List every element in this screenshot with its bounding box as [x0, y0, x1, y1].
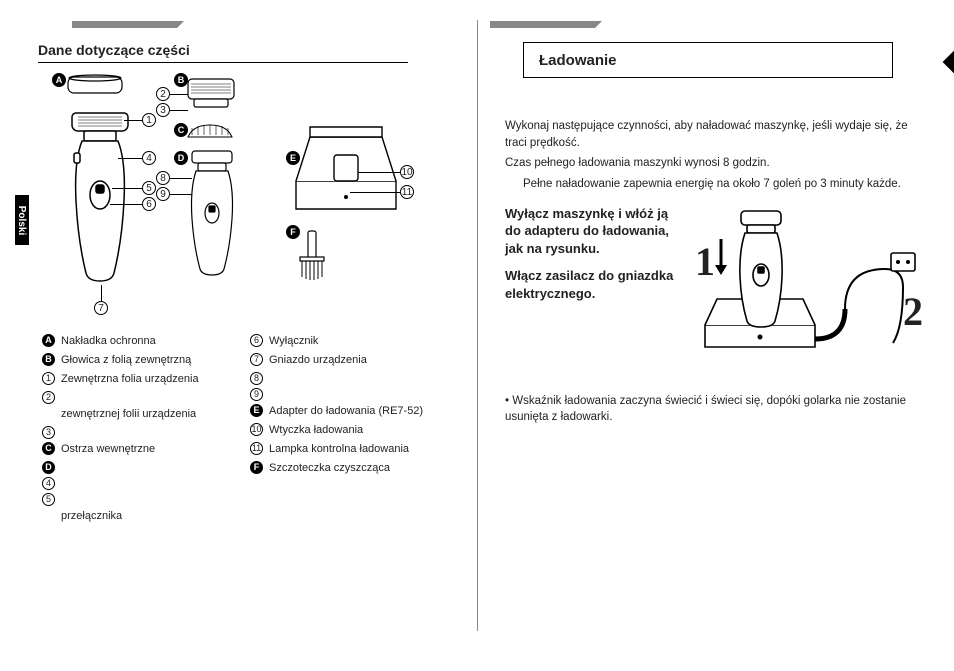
legend-col-right: 6 Wyłącznik 7 Gniazdo urządzenia 8 9 E Adapter …	[250, 333, 440, 527]
charging-title: Ładowanie	[539, 52, 879, 73]
legend-bullet-number: 10	[250, 423, 263, 436]
legend-bullet-number: 7	[250, 353, 263, 366]
legend-text: Ostrza wewnętrzne	[61, 441, 155, 458]
legend-bullet-letter: E	[250, 404, 263, 417]
leader	[170, 110, 188, 111]
callout-8: 8	[156, 171, 170, 185]
callout-2: 2	[156, 87, 170, 101]
charging-figure: 1 2	[675, 205, 925, 375]
legend-row: 11 Lampka kontrolna ładowania	[250, 441, 440, 458]
leader	[118, 158, 142, 159]
parts-diagram-svg	[38, 73, 418, 323]
parts-legend: A Nakładka ochronna B Głowica z folią zewnę…	[42, 333, 449, 527]
callout-5: 5	[142, 181, 156, 195]
step2-text: Włącz zasilacz do gniazdka elektrycznego…	[505, 267, 675, 302]
legend-text: Zewnętrzna folia urządzenia	[61, 371, 199, 388]
legend-row: 1 Zewnętrzna folia urządzenia	[42, 371, 232, 388]
legend-row: zewnętrznej folii urządzenia	[42, 406, 232, 423]
legend-bullet-letter: C	[42, 442, 55, 455]
legend-row: 8	[250, 371, 440, 385]
callout-A: A	[52, 73, 66, 87]
parts-section-title: Dane dotyczące części	[38, 42, 408, 63]
right-column: Ładowanie Ładowanie Wykonaj następujące …	[477, 0, 954, 671]
legend-text: Głowica z folią zewnętrzną	[61, 352, 191, 369]
legend-bullet-number: 3	[42, 426, 55, 439]
legend-row: A Nakładka ochronna	[42, 333, 232, 350]
callout-6: 6	[142, 197, 156, 211]
callout-7: 7	[94, 301, 108, 315]
legend-text: Lampka kontrolna ładowania	[269, 441, 409, 458]
leader	[101, 285, 102, 301]
page: Polski Dane dotyczące części	[0, 0, 954, 671]
charging-body: Wykonaj następujące czynności, aby naład…	[505, 118, 925, 430]
legend-bullet-number: 1	[42, 372, 55, 385]
charging-p1: Wykonaj następujące czynności, aby naład…	[505, 118, 925, 151]
legend-bullet-number: 9	[250, 388, 263, 401]
legend-row: 5	[42, 492, 232, 506]
legend-bullet-number: 8	[250, 372, 263, 385]
leader	[170, 178, 192, 179]
leader	[350, 192, 400, 193]
legend-bullet-letter: A	[42, 334, 55, 347]
legend-bullet-number: 5	[42, 493, 55, 506]
callout-1: 1	[142, 113, 156, 127]
callout-3: 3	[156, 103, 170, 117]
step-number-1: 1	[695, 233, 715, 291]
callout-10: 10	[400, 165, 414, 179]
leader	[170, 94, 188, 95]
callout-11: 11	[400, 185, 414, 199]
legend-bullet-number: 11	[250, 442, 263, 455]
callout-C: C	[174, 123, 188, 137]
left-column: Dane dotyczące części	[0, 0, 477, 671]
legend-row: 10 Wtyczka ładowania	[250, 422, 440, 439]
legend-bullet-letter: D	[42, 461, 55, 474]
legend-text: Wyłącznik	[269, 333, 318, 350]
legend-row: przełącznika	[42, 508, 232, 525]
legend-text: Gniazdo urządzenia	[269, 352, 367, 369]
legend-row: 2	[42, 390, 232, 404]
legend-row: D	[42, 460, 232, 474]
legend-row: 9	[250, 387, 440, 401]
leader	[124, 120, 142, 121]
legend-bullet-letter: F	[250, 461, 263, 474]
legend-text: Szczoteczka czyszcząca	[269, 460, 390, 477]
legend-col-left: A Nakładka ochronna B Głowica z folią zewnę…	[42, 333, 232, 527]
callout-9: 9	[156, 187, 170, 201]
callout-D: D	[174, 151, 188, 165]
charging-steps-text: Wyłącz maszynkę i włóż ją do adapteru do…	[505, 205, 675, 313]
leader	[358, 172, 400, 173]
legend-text: Nakładka ochronna	[61, 333, 156, 350]
leader	[170, 194, 192, 195]
legend-row: 3	[42, 425, 232, 439]
step-number-2: 2	[903, 283, 923, 341]
parts-diagram: A B C D E F 1 2 3 4 5 6 7 8 9 10	[38, 73, 418, 323]
legend-row: E Adapter do ładowania (RE7-52)	[250, 403, 440, 420]
legend-text: Adapter do ładowania (RE7-52)	[269, 403, 423, 420]
charging-steps: Wyłącz maszynkę i włóż ją do adapteru do…	[505, 205, 925, 375]
legend-text: przełącznika	[61, 508, 122, 525]
legend-text: zewnętrznej folii urządzenia	[61, 406, 196, 423]
callout-4: 4	[142, 151, 156, 165]
legend-row: B Głowica z folią zewnętrzną	[42, 352, 232, 369]
diamond-shape	[943, 20, 954, 105]
legend-row: F Szczoteczka czyszcząca	[250, 460, 440, 477]
legend-bullet-number: 2	[42, 391, 55, 404]
charging-p3: Pełne naładowanie zapewnia energię na ok…	[505, 176, 925, 193]
charging-p2: Czas pełnego ładowania maszynki wynosi 8…	[505, 155, 925, 172]
legend-row: 6 Wyłącznik	[250, 333, 440, 350]
legend-text: Wtyczka ładowania	[269, 422, 363, 439]
legend-bullet-number: 4	[42, 477, 55, 490]
callout-E: E	[286, 151, 300, 165]
legend-bullet-letter: B	[42, 353, 55, 366]
legend-row: 4	[42, 476, 232, 490]
step1-text: Wyłącz maszynkę i włóż ją do adapteru do…	[505, 205, 675, 258]
legend-row: 7 Gniazdo urządzenia	[250, 352, 440, 369]
charging-footer: Wskaźnik ładowania zaczyna świecić i świ…	[505, 393, 925, 426]
callout-F: F	[286, 225, 300, 239]
leader	[112, 188, 142, 189]
leader	[110, 204, 142, 205]
callout-B: B	[174, 73, 188, 87]
legend-row: C Ostrza wewnętrzne	[42, 441, 232, 458]
legend-bullet-number: 6	[250, 334, 263, 347]
